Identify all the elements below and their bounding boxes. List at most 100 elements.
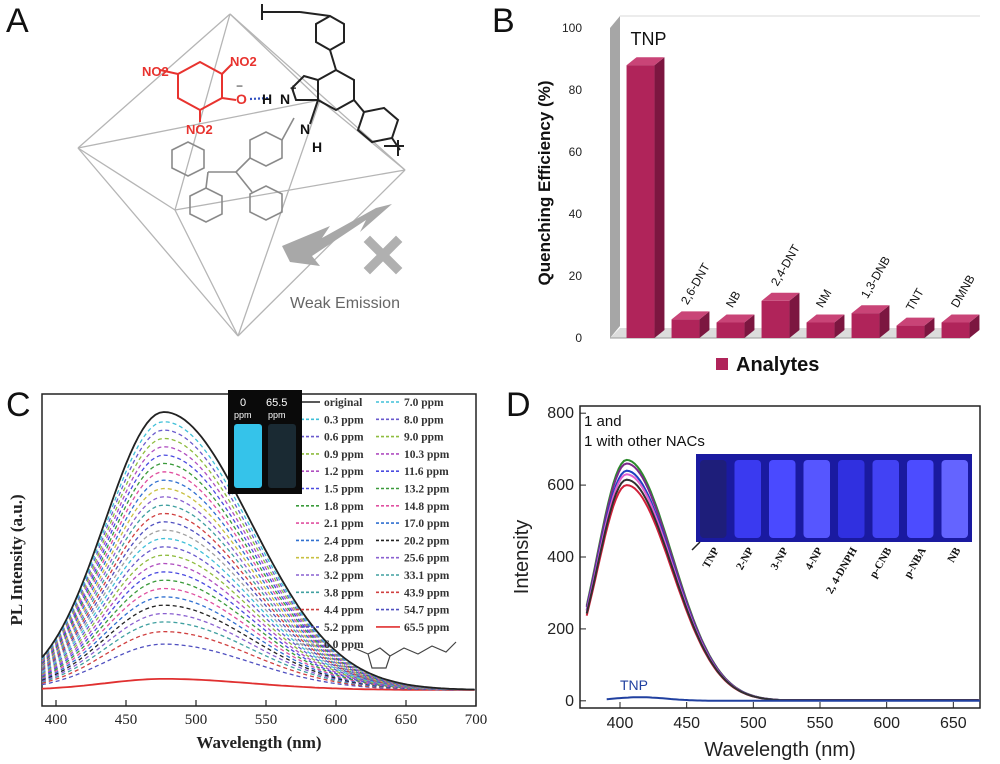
octahedron-frame	[77, 13, 406, 337]
chart-b-bar-side	[924, 317, 935, 338]
chart-c-series-line	[41, 554, 475, 691]
chart-d-series-line	[606, 696, 980, 702]
chart-c-legend-label: 1.2 ppm	[324, 466, 364, 478]
chart-d-inset-vial	[734, 460, 761, 538]
emission-arrow	[282, 204, 392, 266]
chart-b-category-label: 2,4-DNT	[768, 241, 803, 288]
chart-c-legend-label: 0.9 ppm	[324, 449, 364, 461]
chart-b-legend-label: Analytes	[736, 354, 819, 376]
chart-c-legend-label: 65.5 ppm	[404, 622, 450, 634]
chart-c-legend-label: 5.2 ppm	[324, 622, 364, 634]
chart-b-bar-side	[699, 311, 710, 338]
chart-b-category-label: TNP	[631, 29, 667, 49]
chart-c-inset-label: ppm	[268, 410, 286, 420]
chart-d-x-tick: 500	[740, 715, 767, 732]
chart-c-inset-vial-bright	[234, 424, 262, 488]
chart-c-series-line	[41, 677, 475, 691]
chart-b-bar-side	[879, 305, 890, 338]
chart-c-legend-label: 13.2 ppm	[404, 484, 450, 496]
chart-b-bar-side	[744, 314, 755, 338]
chart-c-legend-label: 43.9 ppm	[404, 587, 450, 599]
chart-b-bar-side	[789, 292, 800, 338]
chart-d-x-tick: 450	[673, 715, 700, 732]
chart-c-series-line	[41, 471, 475, 691]
nitro-group-left: NO2	[142, 64, 169, 79]
chart-b-y-label: Quenching Efficiency (%)	[535, 81, 554, 286]
chart-c-inset-vial-dark	[268, 424, 296, 488]
chart-c-legend-label: 4.4 ppm	[324, 605, 364, 617]
chart-c-inset-label: ppm	[234, 410, 252, 420]
panel-a-label: A	[6, 2, 29, 40]
benzimidazole-linker	[261, 4, 404, 156]
chart-c-legend-label: 2.1 ppm	[324, 518, 364, 530]
chart-b-y-tick: 100	[562, 21, 582, 35]
chart-c-x-tick: 400	[45, 712, 68, 728]
chart-d-inset-pointer	[691, 541, 701, 551]
chart-c-series-line	[41, 537, 475, 691]
chart-d-y-tick: 800	[547, 405, 574, 422]
chart-c-legend-label: 3.8 ppm	[324, 587, 364, 599]
chart-b-bar	[896, 325, 925, 338]
chart-c-x-tick: 550	[255, 712, 278, 728]
chart-b-bar-side	[834, 314, 845, 338]
chart-c-series-line	[41, 521, 475, 691]
chart-c-series-line	[41, 504, 475, 691]
chart-d-inset-label: 3-NP	[769, 545, 791, 572]
chart-c-x-tick: 600	[325, 712, 348, 728]
phenolate-charge: −	[236, 79, 243, 93]
nitrogen-label-1: N	[280, 91, 290, 107]
chart-d-x-tick: 550	[807, 715, 834, 732]
chart-b-category-label: 2,6-DNT	[678, 260, 713, 307]
chart-c-structure-chain	[389, 641, 457, 657]
chart-d-inset-vial	[700, 460, 727, 538]
chart-d-inset-label: NB	[945, 545, 963, 565]
chart-c-legend-label: 20.2 ppm	[404, 535, 450, 547]
chart-d-inset-label: 4-NP	[803, 545, 825, 572]
chart-c-structure-bond	[353, 647, 369, 655]
chart-c-series-line	[41, 630, 475, 691]
chart-c-legend-label: original	[324, 397, 362, 409]
chart-c-x-tick: 700	[465, 712, 488, 728]
chart-c-legend-label: 33.1 ppm	[404, 570, 450, 582]
chart-c-series-line	[41, 579, 475, 691]
chart-b-bar-side	[654, 57, 665, 338]
quench-cross-icon	[363, 235, 403, 275]
chart-b-bar-side	[969, 314, 980, 338]
chart-c-legend-label: 1.8 ppm	[324, 501, 364, 513]
hydrogen-label-1: H	[262, 91, 272, 107]
chart-d-x-tick: 650	[940, 715, 967, 732]
chart-c-legend-label: 2.4 ppm	[324, 535, 364, 547]
chart-b-bar	[761, 300, 790, 338]
chart-d-y-label: Intensity	[511, 520, 533, 594]
chart-d-y-tick: 400	[547, 549, 574, 566]
chart-d-x-label: Wavelength (nm)	[704, 739, 856, 761]
chart-b-legend-swatch	[716, 358, 728, 370]
chart-d-y-tick: 200	[547, 621, 574, 638]
hydrogen-bond	[249, 96, 271, 101]
chart-d-inset-vial	[907, 460, 934, 538]
chart-c-legend-label: 0.6 ppm	[324, 432, 364, 444]
chart-b-bar	[941, 322, 970, 338]
nitro-group-right: NO2	[230, 54, 257, 69]
pl-spectra-chart: 400 450 500 550 600 650 700 Wavelength (nm) PL I…	[7, 390, 488, 752]
chart-c-legend-label: 0.3 ppm	[324, 414, 364, 426]
chart-b-category-label: NM	[813, 287, 834, 310]
panel-b-label: B	[492, 2, 515, 40]
nitrogen-label-2: N	[300, 121, 310, 137]
chart-b-y-tick: 80	[569, 83, 583, 97]
chart-b-bar-top	[896, 317, 935, 326]
panel-d-label: D	[506, 386, 531, 424]
phenolate-oxygen: O	[236, 91, 247, 107]
chart-d-inset-vial	[769, 460, 796, 538]
chart-b-y-tick: 0	[575, 331, 582, 345]
chart-d-inset-vial	[838, 460, 865, 538]
chart-d-inset-label: TNP	[700, 545, 722, 570]
chart-d-inset-vial	[872, 460, 899, 538]
chart-d-inset-label: p-CNB	[867, 545, 894, 580]
chart-c-y-label: PL Intensity (a.u.)	[7, 494, 26, 625]
chart-c-legend-label: 11.6 ppm	[404, 466, 449, 478]
chart-b-side-wall	[610, 16, 620, 338]
chart-d-legend-line: 1 with other NACs	[584, 433, 705, 450]
chart-b-bar-top	[941, 314, 980, 323]
chart-b-category-label: NB	[723, 289, 743, 310]
